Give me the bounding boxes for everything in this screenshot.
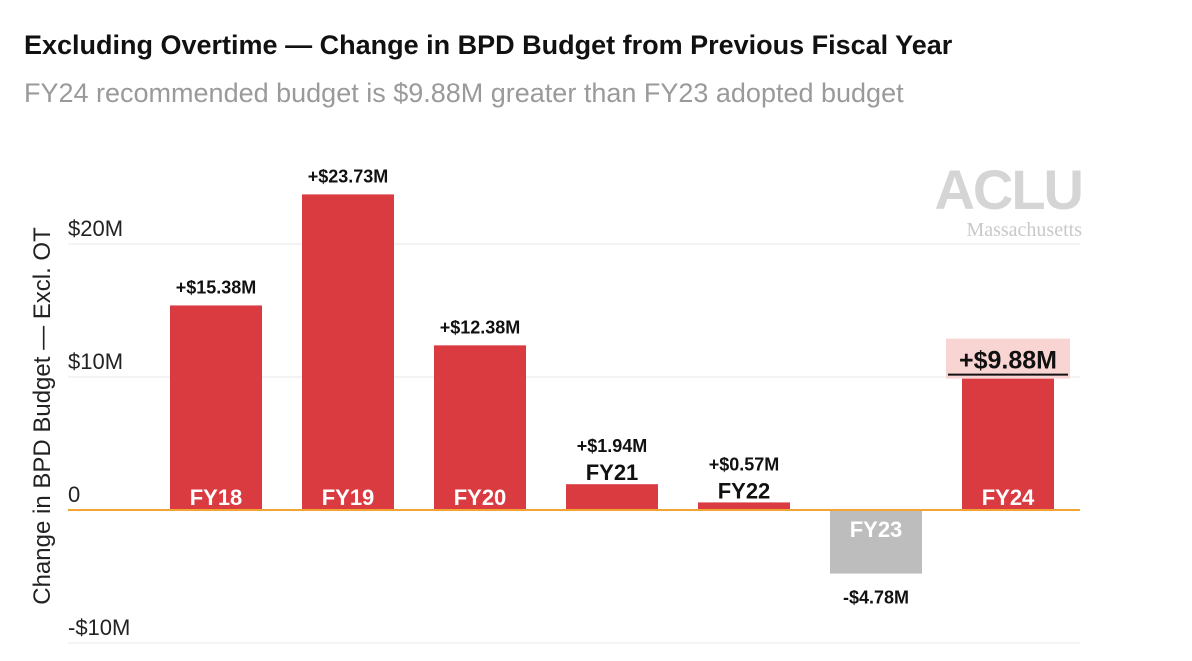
category-label: FY22: [718, 478, 771, 503]
bar-fy21: [566, 484, 658, 510]
data-label: -$4.78M: [843, 588, 909, 608]
data-label: +$9.88M: [959, 347, 1057, 375]
y-axis-label: Change in BPD Budget — Excl. OT: [29, 227, 56, 605]
logo-wordmark: ACLU: [934, 158, 1084, 221]
data-label: +$15.38M: [176, 277, 257, 297]
chart-subtitle: FY24 recommended budget is $9.88M greate…: [24, 78, 904, 108]
category-label: FY18: [190, 485, 243, 510]
bar-fy22: [698, 502, 790, 510]
logo-subtitle: Massachusetts: [966, 219, 1082, 241]
y-tick-label: $10M: [68, 349, 123, 374]
data-label: +$23.73M: [308, 166, 389, 186]
y-tick-label: -$10M: [68, 615, 130, 640]
category-label: FY20: [454, 485, 507, 510]
data-label: +$0.57M: [709, 454, 780, 474]
data-label: +$12.38M: [440, 317, 521, 337]
category-label: FY21: [586, 460, 639, 485]
data-label: +$1.94M: [577, 436, 648, 456]
bar-fy19: [302, 194, 394, 511]
y-tick-label: 0: [68, 482, 80, 507]
chart-title: Excluding Overtime — Change in BPD Budge…: [24, 30, 953, 60]
y-tick-label: $20M: [68, 216, 123, 241]
category-label: FY24: [982, 485, 1035, 510]
highlight-box: [946, 338, 1070, 379]
bar-fy18: [170, 305, 262, 510]
bar-fy23: [830, 510, 922, 574]
bar-fy24: [962, 378, 1054, 510]
category-label: FY19: [322, 485, 375, 510]
bars: [170, 194, 1054, 574]
labels: -$10M 0 $10M $20M FY18 +$15.38M FY19 +$23.73M FY…: [68, 166, 1070, 640]
aclu-logo: ACLU Massachusetts: [922, 158, 1084, 241]
bar-fy20: [434, 345, 526, 510]
category-label: FY23: [850, 517, 903, 542]
